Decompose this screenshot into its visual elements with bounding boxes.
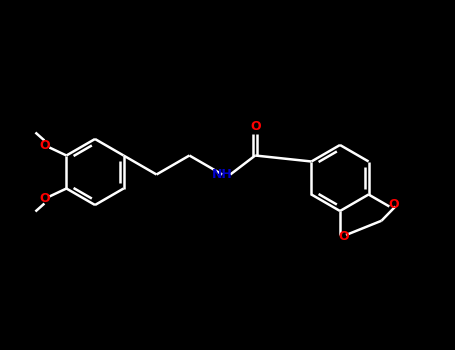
Text: O: O: [250, 120, 261, 133]
Text: O: O: [388, 198, 399, 211]
Text: NH: NH: [212, 168, 233, 181]
Text: O: O: [339, 231, 349, 244]
Text: O: O: [39, 139, 50, 152]
Text: O: O: [39, 192, 50, 205]
